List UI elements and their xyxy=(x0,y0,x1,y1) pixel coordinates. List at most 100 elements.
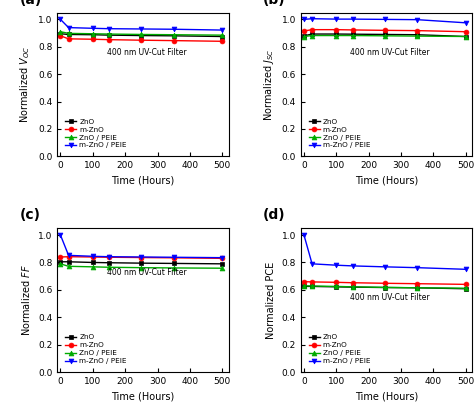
ZnO / PEIE xyxy=(414,33,419,38)
ZnO / PEIE xyxy=(300,34,306,39)
Text: (c): (c) xyxy=(20,209,40,222)
X-axis label: Time (Hours): Time (Hours) xyxy=(354,176,417,186)
ZnO xyxy=(66,259,71,264)
ZnO / PEIE xyxy=(58,261,63,266)
m-ZnO / PEIE xyxy=(219,28,225,33)
m-ZnO xyxy=(308,27,314,32)
m-ZnO xyxy=(219,39,225,44)
Line: ZnO / PEIE: ZnO / PEIE xyxy=(301,33,467,39)
ZnO xyxy=(219,261,225,266)
ZnO xyxy=(381,285,387,290)
m-ZnO xyxy=(138,38,144,43)
m-ZnO / PEIE xyxy=(414,17,419,22)
Y-axis label: Normalized $V_{OC}$: Normalized $V_{OC}$ xyxy=(19,46,32,123)
m-ZnO xyxy=(300,279,306,284)
Line: m-ZnO: m-ZnO xyxy=(58,33,224,44)
m-ZnO xyxy=(349,28,355,33)
m-ZnO xyxy=(381,28,387,33)
Y-axis label: Normalized $\mathit{FF}$: Normalized $\mathit{FF}$ xyxy=(20,264,32,336)
m-ZnO xyxy=(333,27,338,32)
m-ZnO / PEIE xyxy=(106,26,112,31)
m-ZnO / PEIE xyxy=(333,17,338,22)
X-axis label: Time (Hours): Time (Hours) xyxy=(354,391,417,401)
ZnO xyxy=(106,260,112,265)
Text: (b): (b) xyxy=(262,0,285,7)
Legend: ZnO, m-ZnO, ZnO / PEIE, m-ZnO / PEIE: ZnO, m-ZnO, ZnO / PEIE, m-ZnO / PEIE xyxy=(62,331,129,367)
ZnO / PEIE xyxy=(381,33,387,38)
ZnO / PEIE xyxy=(349,284,355,289)
Legend: ZnO, m-ZnO, ZnO / PEIE, m-ZnO / PEIE: ZnO, m-ZnO, ZnO / PEIE, m-ZnO / PEIE xyxy=(306,116,372,151)
Line: m-ZnO / PEIE: m-ZnO / PEIE xyxy=(301,233,467,272)
ZnO / PEIE xyxy=(462,34,467,39)
ZnO / PEIE xyxy=(462,285,467,291)
ZnO xyxy=(333,31,338,36)
ZnO / PEIE xyxy=(414,285,419,291)
m-ZnO / PEIE xyxy=(58,232,63,237)
m-ZnO / PEIE xyxy=(414,265,419,270)
m-ZnO / PEIE xyxy=(219,255,225,260)
m-ZnO / PEIE xyxy=(90,26,96,31)
m-ZnO / PEIE xyxy=(300,232,306,237)
ZnO xyxy=(462,34,467,39)
ZnO xyxy=(170,33,176,38)
ZnO / PEIE xyxy=(138,265,144,270)
ZnO / PEIE xyxy=(106,265,112,270)
ZnO xyxy=(138,261,144,266)
X-axis label: Time (Hours): Time (Hours) xyxy=(111,176,174,186)
ZnO / PEIE xyxy=(219,266,225,271)
ZnO / PEIE xyxy=(170,265,176,270)
ZnO xyxy=(462,286,467,291)
m-ZnO xyxy=(414,281,419,286)
m-ZnO xyxy=(58,33,63,38)
ZnO xyxy=(66,32,71,37)
Text: 400 nm UV-Cut Filter: 400 nm UV-Cut Filter xyxy=(106,268,186,277)
ZnO / PEIE xyxy=(106,31,112,36)
Line: m-ZnO: m-ZnO xyxy=(301,27,467,34)
m-ZnO xyxy=(58,255,63,260)
ZnO / PEIE xyxy=(219,33,225,38)
m-ZnO xyxy=(381,281,387,286)
m-ZnO / PEIE xyxy=(308,261,314,266)
Y-axis label: Normalized PCE: Normalized PCE xyxy=(266,262,276,339)
ZnO xyxy=(300,33,306,38)
Text: 400 nm UV-Cut Filter: 400 nm UV-Cut Filter xyxy=(106,48,186,57)
Line: ZnO: ZnO xyxy=(58,259,224,266)
m-ZnO / PEIE xyxy=(349,263,355,268)
Y-axis label: Normalized $J_{SC}$: Normalized $J_{SC}$ xyxy=(261,48,276,121)
m-ZnO / PEIE xyxy=(300,17,306,22)
m-ZnO / PEIE xyxy=(66,25,71,30)
Line: ZnO: ZnO xyxy=(301,32,467,39)
m-ZnO xyxy=(170,255,176,260)
ZnO xyxy=(414,32,419,37)
m-ZnO / PEIE xyxy=(138,26,144,31)
Text: (a): (a) xyxy=(20,0,42,7)
ZnO / PEIE xyxy=(381,285,387,290)
Line: ZnO: ZnO xyxy=(58,31,224,39)
m-ZnO / PEIE xyxy=(462,267,467,272)
ZnO xyxy=(333,284,338,289)
m-ZnO xyxy=(300,28,306,33)
m-ZnO / PEIE xyxy=(138,255,144,260)
ZnO / PEIE xyxy=(66,31,71,36)
ZnO xyxy=(308,284,314,289)
Line: ZnO / PEIE: ZnO / PEIE xyxy=(301,283,467,291)
ZnO xyxy=(90,260,96,265)
X-axis label: Time (Hours): Time (Hours) xyxy=(111,391,174,401)
m-ZnO xyxy=(138,255,144,260)
ZnO xyxy=(308,31,314,36)
ZnO xyxy=(414,285,419,291)
Text: 400 nm UV-Cut Filter: 400 nm UV-Cut Filter xyxy=(349,48,429,57)
ZnO / PEIE xyxy=(90,31,96,36)
ZnO xyxy=(381,32,387,37)
m-ZnO xyxy=(106,255,112,260)
ZnO xyxy=(219,34,225,39)
m-ZnO / PEIE xyxy=(58,17,63,22)
m-ZnO / PEIE xyxy=(381,264,387,269)
ZnO / PEIE xyxy=(90,264,96,269)
m-ZnO xyxy=(106,37,112,42)
ZnO / PEIE xyxy=(308,33,314,38)
ZnO xyxy=(90,32,96,37)
m-ZnO / PEIE xyxy=(90,254,96,259)
Line: ZnO / PEIE: ZnO / PEIE xyxy=(58,29,224,38)
ZnO / PEIE xyxy=(66,264,71,269)
